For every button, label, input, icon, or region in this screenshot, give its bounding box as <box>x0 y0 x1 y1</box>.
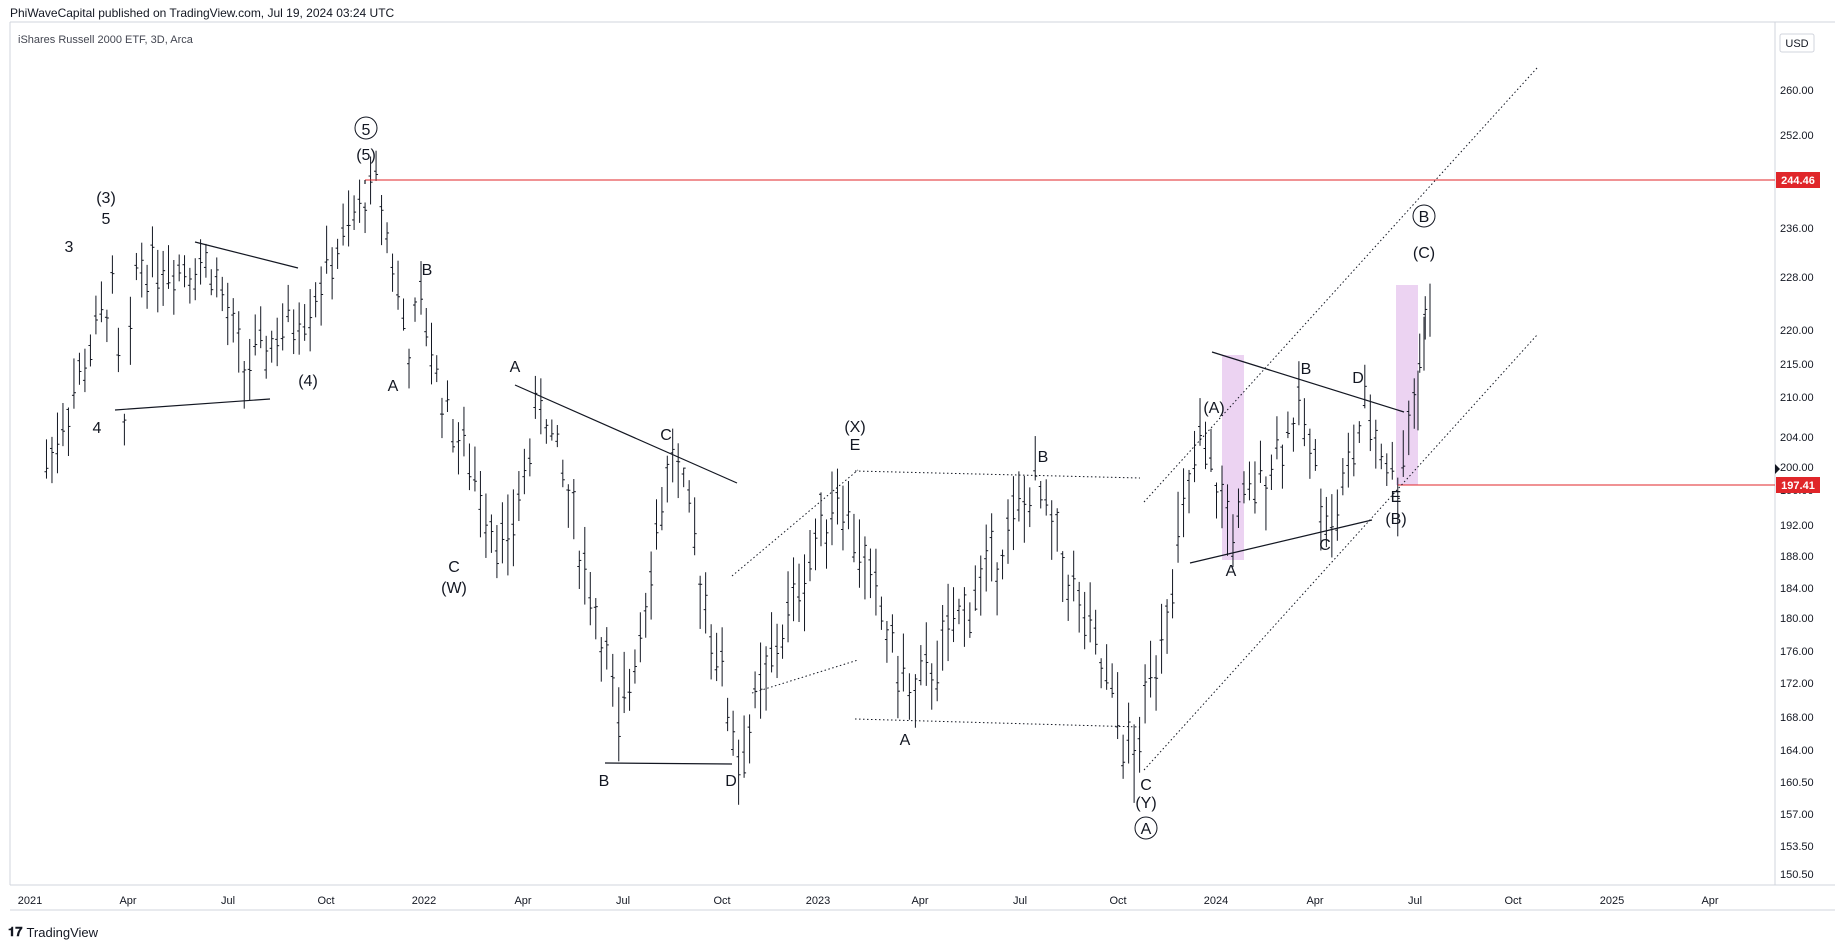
x-tick-label: Apr <box>911 895 928 907</box>
trend-line <box>604 762 733 765</box>
wave-label: B <box>599 773 610 790</box>
x-tick-label: Oct <box>1504 895 1521 907</box>
currency-label: USD <box>1785 38 1808 50</box>
wave-label: B <box>1419 209 1430 226</box>
y-tick-label: 160.50 <box>1780 777 1814 789</box>
y-tick-label: 200.00 <box>1780 462 1814 474</box>
wave-label: (C) <box>1413 245 1435 262</box>
x-tick-label: Oct <box>1109 895 1126 907</box>
price-marker <box>1776 172 1820 188</box>
x-tick-label: Apr <box>1701 895 1718 907</box>
tradingview-logo-icon: 𝟏𝟕 <box>8 924 23 940</box>
wave-label: A <box>900 732 911 749</box>
y-tick-label: 153.50 <box>1780 841 1814 853</box>
channel-line <box>751 659 859 694</box>
wave-label: B <box>422 262 433 279</box>
y-tick-label: 210.00 <box>1780 392 1814 404</box>
y-tick-label: 215.00 <box>1780 359 1814 371</box>
publisher-header: PhiWaveCapital published on TradingView.… <box>10 6 395 20</box>
price-marker-label: 197.41 <box>1781 480 1815 492</box>
wave-label: B <box>1301 361 1312 378</box>
last-price-pointer-icon <box>1775 464 1780 474</box>
y-tick-label: 164.00 <box>1780 745 1814 757</box>
wave-label: D <box>725 773 737 790</box>
trend-line <box>514 384 738 484</box>
wave-label: (3) <box>96 190 116 207</box>
y-tick-label: 176.00 <box>1780 646 1814 658</box>
wave-label: (A) <box>1203 400 1224 417</box>
price-marker-label: 244.46 <box>1781 175 1815 187</box>
wave-label: 5 <box>102 211 111 228</box>
wave-label: 4 <box>93 420 102 437</box>
channel-line <box>1143 334 1538 771</box>
tradingview-brand: TradingView <box>26 924 99 940</box>
wave-label: C <box>1140 777 1152 794</box>
x-tick-label: Jul <box>1013 895 1027 907</box>
chart-title: iShares Russell 2000 ETF, 3D, Arca <box>18 34 193 46</box>
wave-label: C <box>660 427 672 444</box>
currency-box <box>1779 33 1815 53</box>
wave-label: A <box>1226 563 1237 580</box>
x-tick-label: Apr <box>514 895 531 907</box>
y-tick-label: 180.00 <box>1780 613 1814 625</box>
highlight-zone <box>1396 285 1418 485</box>
x-tick-label: 2021 <box>18 895 42 907</box>
wave-label: (X) <box>844 419 865 436</box>
y-tick-label: 184.00 <box>1780 583 1814 595</box>
y-tick-label: 260.00 <box>1780 85 1814 97</box>
y-tick-label: 220.00 <box>1780 325 1814 337</box>
wave-label: (B) <box>1385 511 1406 528</box>
x-tick-label: Oct <box>713 895 730 907</box>
x-tick-label: Apr <box>119 895 136 907</box>
x-tick-label: 2023 <box>806 895 830 907</box>
y-tick-label: 168.00 <box>1780 712 1814 724</box>
y-tick-label: 204.00 <box>1780 432 1814 444</box>
trend-line <box>1189 519 1373 564</box>
x-tick-label: 2024 <box>1204 895 1228 907</box>
wave-label: C <box>448 559 460 576</box>
price-marker <box>1776 477 1820 493</box>
x-tick-label: Jul <box>221 895 235 907</box>
wave-label: (Y) <box>1135 795 1156 812</box>
x-tick-label: Jul <box>616 895 630 907</box>
trend-line <box>114 398 271 411</box>
wave-circle <box>1134 816 1158 840</box>
wave-label: E <box>1391 489 1402 506</box>
x-tick-label: Jul <box>1408 895 1422 907</box>
wave-label: 5 <box>362 122 371 139</box>
wave-circle <box>1412 204 1436 228</box>
channel-line <box>854 470 1141 479</box>
channel-line <box>731 469 859 577</box>
y-tick-label: 192.00 <box>1780 520 1814 532</box>
x-tick-label: Oct <box>317 895 334 907</box>
wave-label: E <box>850 437 861 454</box>
tradingview-footer: 𝟏𝟕 TradingView <box>8 922 98 942</box>
y-tick-label: 236.00 <box>1780 223 1814 235</box>
x-tick-label: Apr <box>1306 895 1323 907</box>
y-tick-label: 228.00 <box>1780 272 1814 284</box>
x-tick-label: 2022 <box>412 895 436 907</box>
wave-label: C <box>1319 537 1331 554</box>
y-tick-label: 188.00 <box>1780 551 1814 563</box>
wave-label: (W) <box>441 580 467 597</box>
wave-circle <box>354 116 378 140</box>
channel-line <box>854 718 1141 728</box>
trend-line <box>1211 351 1405 413</box>
wave-label: A <box>388 378 399 395</box>
y-tick-label: 157.00 <box>1780 809 1814 821</box>
y-tick-label: 150.50 <box>1780 869 1814 881</box>
channel-line <box>1143 67 1538 503</box>
wave-label: A <box>510 359 521 376</box>
trend-line <box>194 241 299 269</box>
wave-label: (4) <box>298 373 318 390</box>
y-tick-label: 172.00 <box>1780 678 1814 690</box>
x-tick-label: 2025 <box>1600 895 1624 907</box>
wave-label: 3 <box>65 239 74 256</box>
y-tick-label: 252.00 <box>1780 130 1814 142</box>
wave-label: (5) <box>356 147 376 164</box>
wave-label: A <box>1141 821 1152 838</box>
wave-label: D <box>1352 370 1364 387</box>
wave-label: B <box>1038 449 1049 466</box>
